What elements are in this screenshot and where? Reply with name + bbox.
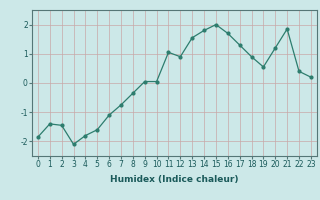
X-axis label: Humidex (Indice chaleur): Humidex (Indice chaleur) xyxy=(110,175,239,184)
